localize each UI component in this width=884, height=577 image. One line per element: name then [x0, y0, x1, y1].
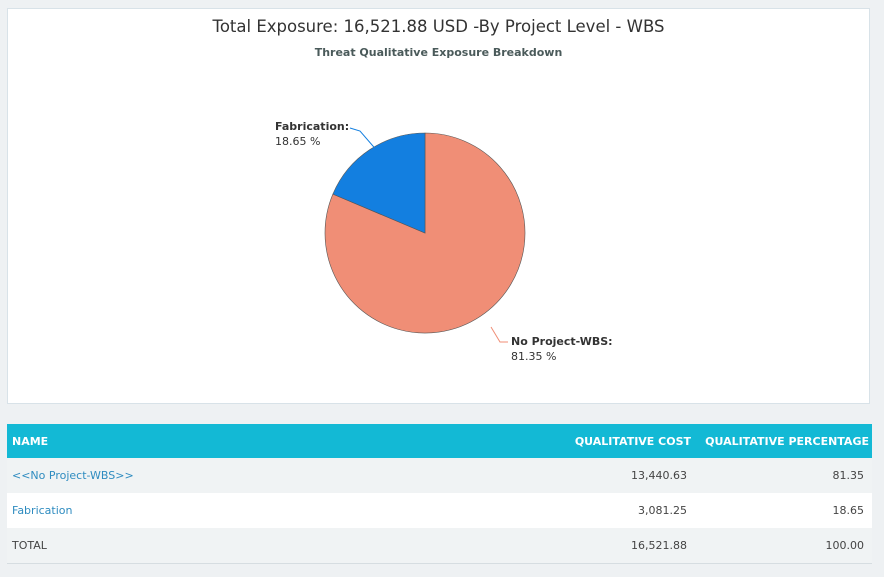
- column-header-percentage[interactable]: QUALITATIVE PERCENTAGE: [695, 424, 872, 458]
- row-cost: 13,440.63: [527, 458, 695, 493]
- chart-panel: Total Exposure: 16,521.88 USD -By Projec…: [7, 8, 870, 404]
- pie-label-connector: [349, 127, 380, 154]
- total-cost: 16,521.88: [527, 528, 695, 564]
- row-percentage: 18.65: [695, 493, 872, 528]
- pie-label-value: 81.35 %: [511, 350, 556, 363]
- table-total-row: TOTAL 16,521.88 100.00: [7, 528, 872, 564]
- table-row: Fabrication 3,081.25 18.65: [7, 493, 872, 528]
- row-name-link[interactable]: <<No Project-WBS>>: [12, 469, 134, 482]
- row-percentage: 81.35: [695, 458, 872, 493]
- breakdown-table: NAME QUALITATIVE COST QUALITATIVE PERCEN…: [7, 424, 872, 564]
- column-header-name[interactable]: NAME: [7, 424, 527, 458]
- pie-slice[interactable]: [332, 132, 426, 234]
- table-row: <<No Project-WBS>> 13,440.63 81.35: [7, 458, 872, 493]
- row-name-link[interactable]: Fabrication: [12, 504, 73, 517]
- row-cost: 3,081.25: [527, 493, 695, 528]
- pie-chart: No Project-WBS: 81.35 % Fabrication: 18.65 …: [275, 120, 613, 363]
- pie-label-value: 18.65 %: [275, 135, 320, 148]
- pie-label-connector: [490, 326, 508, 343]
- pie-label-name: No Project-WBS:: [511, 335, 613, 348]
- pie-label-name: Fabrication:: [275, 120, 349, 133]
- table-header-row: NAME QUALITATIVE COST QUALITATIVE PERCEN…: [7, 424, 872, 458]
- total-label: TOTAL: [7, 528, 527, 564]
- total-percentage: 100.00: [695, 528, 872, 564]
- chart-title: Total Exposure: 16,521.88 USD -By Projec…: [212, 17, 665, 36]
- chart-subtitle: Threat Qualitative Exposure Breakdown: [314, 46, 563, 59]
- column-header-cost[interactable]: QUALITATIVE COST: [527, 424, 695, 458]
